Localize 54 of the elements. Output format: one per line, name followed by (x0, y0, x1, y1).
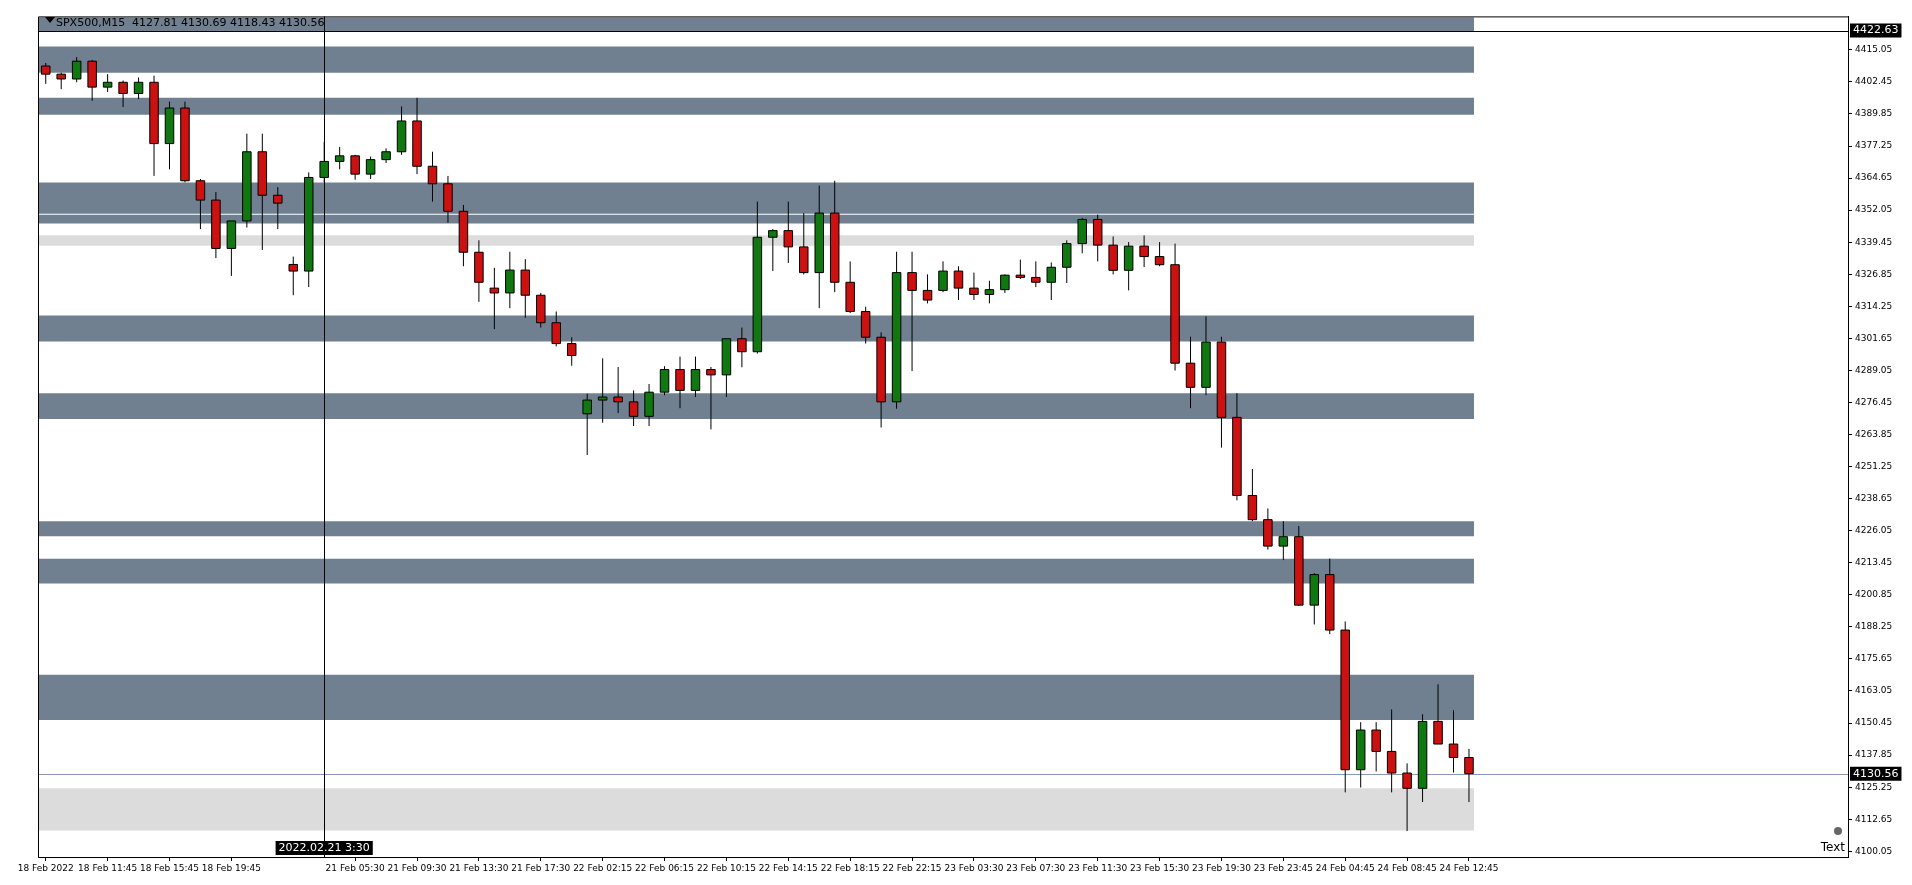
y-tick-label: 4263.85 (1855, 428, 1893, 439)
x-tick-label: 23 Feb 03:30 (944, 862, 1004, 873)
x-tick-label: 24 Feb 04:45 (1315, 862, 1375, 873)
x-tick-label: 24 Feb 08:45 (1377, 862, 1437, 873)
y-tick-label: 4213.45 (1855, 557, 1893, 568)
y-tick-label: 4289.05 (1855, 364, 1893, 375)
x-tick-label: 21 Feb 17:30 (511, 862, 571, 873)
y-tick-label: 4415.05 (1855, 44, 1893, 55)
y-tick-label: 4389.85 (1855, 108, 1893, 119)
y-tick-label: 4364.65 (1855, 172, 1893, 183)
x-tick-label: 21 Feb 13:30 (449, 862, 509, 873)
y-tick-label: 4251.25 (1855, 460, 1893, 471)
x-tick-label: 22 Feb 06:15 (635, 862, 695, 873)
y-tick-label: 4163.05 (1855, 685, 1893, 696)
x-tick-label: 18 Feb 11:45 (78, 862, 138, 873)
y-tick-label: 4276.45 (1855, 396, 1893, 407)
x-tick-label: 22 Feb 22:15 (882, 862, 942, 873)
annotation: Text (1819, 840, 1846, 855)
y-tick-label: 4352.05 (1855, 204, 1893, 215)
y-tick-label: 4175.65 (1855, 653, 1893, 664)
x-tick-label: 23 Feb 23:45 (1253, 862, 1313, 873)
x-tick-label: 2022.02.21 3:30 (278, 840, 370, 854)
y-tick-label: 4339.45 (1855, 236, 1893, 247)
y-tick-label: 4150.45 (1855, 717, 1893, 728)
y-tick-label: 4188.25 (1855, 621, 1893, 632)
x-tick-label: 18 Feb 15:45 (139, 862, 200, 873)
y-tick-label: 4200.85 (1855, 589, 1893, 600)
y-tick-label: 4402.45 (1855, 76, 1893, 87)
x-tick-label: 23 Feb 15:30 (1130, 862, 1190, 873)
y-tick-label: 4112.65 (1855, 813, 1893, 824)
chart-title: SPX500,M15 4127.81 4130.69 4118.43 4130.56 (56, 16, 325, 30)
ref-line-label: 4130.56 (1853, 766, 1899, 780)
x-tick-label: 22 Feb 14:15 (758, 862, 818, 873)
x-tick-label: 23 Feb 11:30 (1068, 862, 1128, 873)
y-tick-label: 4137.85 (1855, 749, 1893, 760)
x-tick-label: 21 Feb 09:30 (387, 862, 447, 873)
x-tick-label: 21 Feb 05:30 (325, 862, 385, 873)
x-tick-label: 23 Feb 07:30 (1006, 862, 1066, 873)
y-tick-label: 4226.05 (1855, 525, 1893, 536)
x-tick-label: 22 Feb 18:15 (820, 862, 880, 873)
y-tick-label: 4326.85 (1855, 268, 1893, 279)
x-tick-label: 18 Feb 19:45 (201, 862, 261, 873)
x-tick-label: 22 Feb 02:15 (573, 862, 633, 873)
y-tick-label: 4238.65 (1855, 492, 1893, 503)
x-tick-label: 24 Feb 12:45 (1439, 862, 1499, 873)
x-tick-label: 18 Feb 2022 (17, 862, 74, 873)
ref-line-label: 4422.63 (1853, 23, 1899, 37)
y-tick-label: 4377.25 (1855, 140, 1893, 151)
y-tick-label: 4314.25 (1855, 300, 1893, 311)
x-tick-label: 22 Feb 10:15 (696, 862, 756, 873)
y-tick-label: 4301.65 (1855, 332, 1893, 343)
y-tick-label: 4125.25 (1855, 781, 1893, 792)
x-tick-label: 23 Feb 19:30 (1191, 862, 1252, 873)
y-tick-label: 4100.05 (1855, 845, 1893, 856)
